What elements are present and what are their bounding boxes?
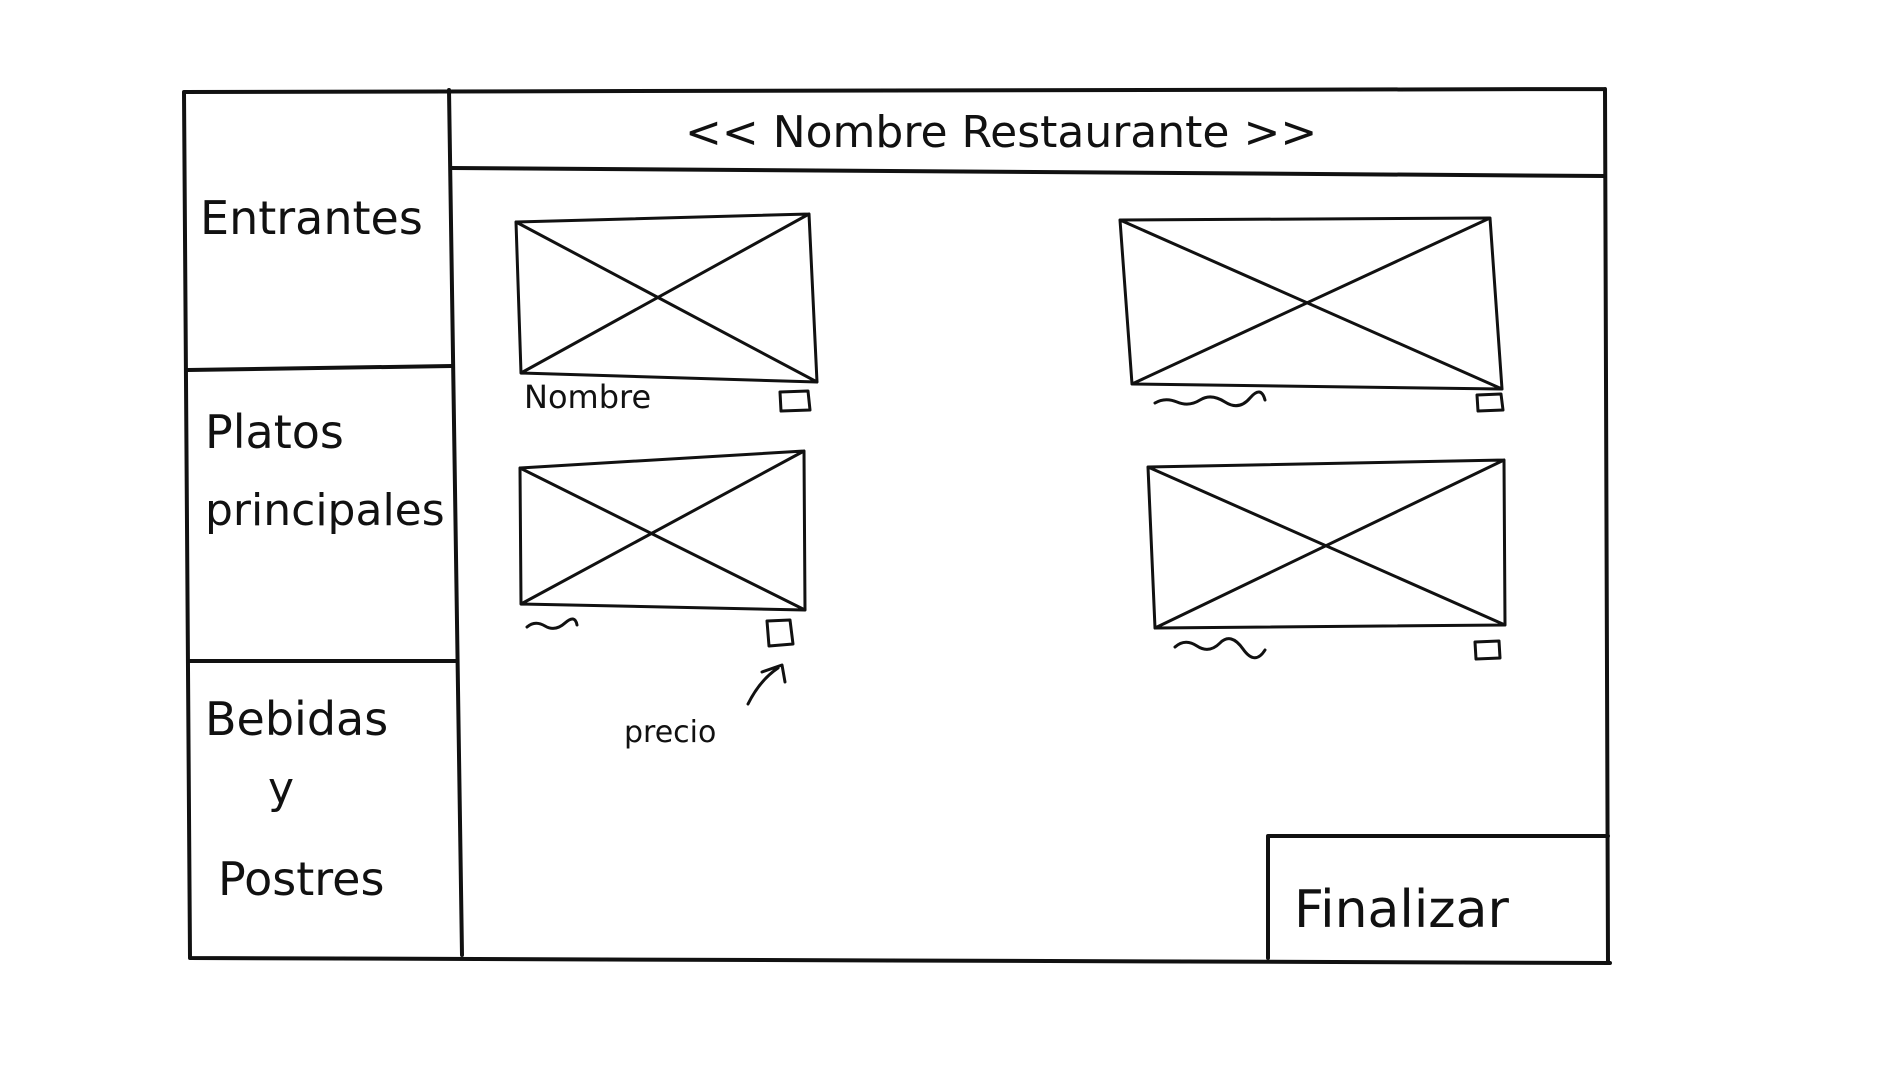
image-placeholder-icon	[1146, 458, 1507, 630]
sidebar-item-label: y	[268, 763, 294, 814]
dish-name-squiggle	[1153, 390, 1267, 408]
sidebar-item-platos-principales[interactable]: Platos principales	[205, 405, 445, 536]
sidebar-item-divider	[186, 364, 454, 372]
sidebar-item-entrantes[interactable]: Entrantes	[200, 191, 423, 245]
menu-card[interactable]	[1146, 458, 1507, 661]
outer-frame	[182, 87, 1612, 965]
arrow-icon	[746, 663, 787, 706]
finish-button[interactable]: Finalizar	[1266, 834, 1610, 960]
price-box-icon	[1473, 639, 1502, 661]
image-placeholder-icon	[518, 449, 807, 612]
header: << Nombre Restaurante >>	[685, 107, 1317, 158]
image-placeholder-icon	[514, 212, 819, 384]
restaurant-title: << Nombre Restaurante >>	[685, 107, 1317, 158]
sidebar-item-label: Platos	[205, 405, 344, 459]
menu-card[interactable]	[518, 449, 807, 648]
sidebar-item-bebidas-postres[interactable]: Bebidas y Postres	[205, 692, 388, 906]
sidebar-divider	[447, 88, 464, 957]
sidebar-item-label: Bebidas	[205, 692, 388, 746]
menu-card[interactable]	[1118, 216, 1505, 413]
dish-name-squiggle	[525, 617, 579, 630]
sidebar-item-label: principales	[205, 485, 445, 536]
price-box-icon	[778, 389, 812, 413]
finish-button-label: Finalizar	[1294, 880, 1509, 940]
dish-name-squiggle	[1173, 637, 1267, 660]
sidebar-item-label: Postres	[218, 852, 384, 906]
price-box-icon	[1475, 392, 1505, 413]
price-annotation: precio	[624, 663, 787, 750]
sidebar-item-label: Entrantes	[200, 191, 423, 245]
finish-button-border	[1266, 834, 1610, 960]
dish-name-label: Nombre	[524, 378, 651, 416]
image-placeholder-icon	[1118, 216, 1504, 391]
price-annotation-label: precio	[624, 715, 716, 750]
menu-card[interactable]: Nombre	[514, 212, 819, 416]
header-divider	[449, 166, 1607, 178]
price-box-icon	[765, 618, 795, 648]
